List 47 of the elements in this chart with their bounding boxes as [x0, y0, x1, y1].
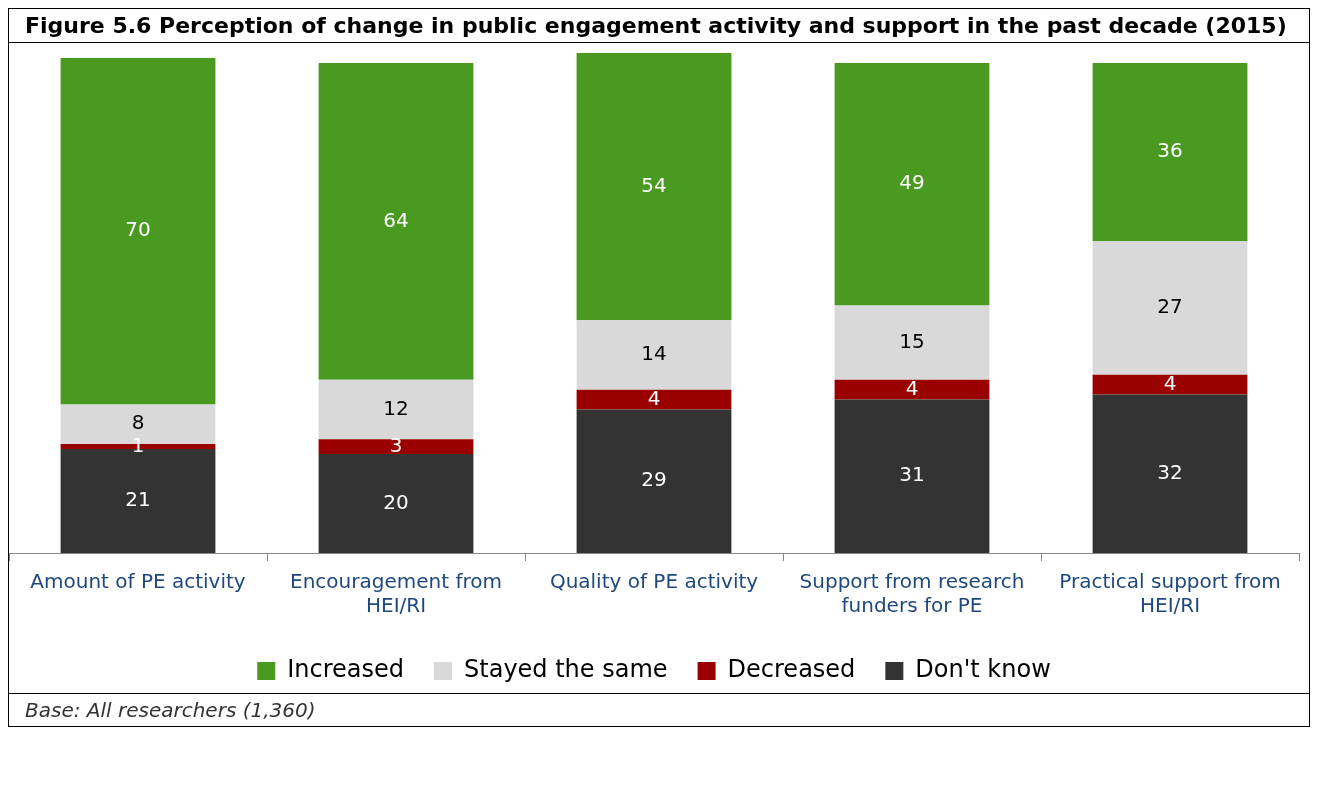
- bar: [576, 53, 732, 321]
- data-label: 29: [641, 467, 667, 492]
- data-label: 8: [131, 410, 145, 435]
- data-label: 54: [641, 172, 667, 197]
- bar: [318, 62, 474, 380]
- data-label: 31: [899, 462, 925, 487]
- bar: [318, 379, 474, 440]
- data-label: 64: [383, 207, 409, 232]
- data-label: 15: [899, 328, 925, 353]
- legend-label: Stayed the same: [464, 655, 668, 684]
- bar: [60, 57, 216, 405]
- bar: [834, 399, 990, 553]
- data-label: 14: [641, 341, 667, 366]
- x-tick-label: Practical support from HEI/RI: [1059, 569, 1281, 618]
- data-label: 27: [1157, 294, 1183, 319]
- data-label: 4: [647, 385, 661, 410]
- bar: [318, 439, 474, 454]
- data-label: 12: [383, 395, 409, 420]
- bar: [318, 453, 474, 553]
- data-label: 70: [125, 217, 151, 242]
- data-label: 4: [1163, 370, 1177, 395]
- legend-label: Decreased: [727, 655, 856, 684]
- data-label: 49: [899, 170, 925, 195]
- text: Base: All researchers (1,360): [9, 693, 1309, 726]
- data-label: 32: [1157, 460, 1183, 484]
- bar: [834, 62, 990, 306]
- bar: [1092, 374, 1248, 395]
- bar: [834, 305, 990, 380]
- x-tick-label: Quality of PE activity: [549, 569, 759, 594]
- x-tick-label: Amount of PE activity: [30, 569, 246, 594]
- data-label: 20: [383, 489, 409, 514]
- data-label: 4: [905, 375, 919, 400]
- bar: [1092, 241, 1248, 375]
- bar: [576, 389, 732, 410]
- x-tick-label: Encouragement from HEI/RI: [290, 569, 502, 618]
- bar: [1092, 394, 1248, 553]
- bar: [576, 409, 732, 553]
- bar: [834, 379, 990, 400]
- bar: [1092, 62, 1248, 242]
- data-label: 3: [389, 432, 403, 457]
- data-label: 36: [1157, 138, 1183, 163]
- legend-label: Increased: [287, 655, 405, 684]
- chart-title: Figure 5.6 Perception of change in public engagement activity and support in the past decade (2015): [9, 9, 1309, 43]
- bar: [576, 320, 732, 390]
- legend-label: Don't know: [915, 655, 1051, 684]
- data-label: 21: [125, 487, 151, 512]
- x-tick-label: Support from research funders for PE: [799, 569, 1025, 618]
